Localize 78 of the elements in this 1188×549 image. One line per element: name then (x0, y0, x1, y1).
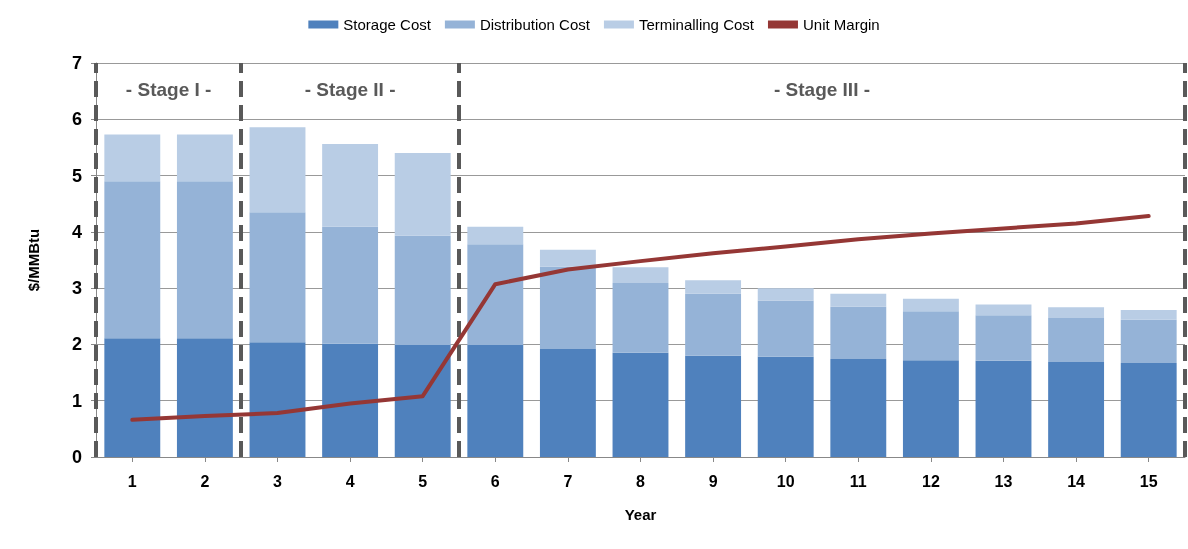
bar (322, 226, 379, 344)
annotation: - Stage II - (304, 78, 396, 100)
bar (1120, 310, 1177, 320)
legend-label: Distribution Cost (479, 16, 591, 33)
legend-label: Unit Margin (802, 16, 880, 33)
y-tick-label: 7 (71, 53, 82, 73)
bar (176, 134, 233, 182)
y-tick-label: 5 (71, 165, 82, 186)
legend-label: Terminalling Cost (638, 16, 755, 33)
x-tick-label: 1 (127, 472, 137, 490)
bar (830, 306, 887, 360)
bar (322, 144, 379, 227)
x-tick-label: 14 (1067, 472, 1086, 490)
y-tick-label: 1 (71, 390, 82, 411)
bar (539, 249, 596, 267)
bar (612, 267, 669, 284)
x-tick-label: 12 (922, 472, 940, 490)
x-tick-label: 11 (849, 472, 867, 490)
x-tick-label: 13 (994, 472, 1013, 490)
y-tick-label: 2 (71, 334, 82, 355)
bar (975, 304, 1032, 316)
bar (975, 360, 1032, 457)
bar (830, 293, 887, 307)
bar (902, 311, 959, 361)
y-tick-label: 4 (71, 221, 82, 242)
x-tick-label: 4 (345, 472, 355, 490)
bar (757, 288, 814, 301)
bar (394, 153, 451, 236)
x-tick-label: 15 (1139, 472, 1158, 490)
x-tick-label: 3 (273, 472, 283, 490)
line-series (130, 214, 1151, 422)
bar (394, 344, 451, 457)
bar (1048, 361, 1105, 457)
bar (104, 181, 161, 339)
bar (685, 293, 742, 356)
bar (394, 235, 451, 345)
bar (467, 226, 524, 245)
bar (830, 359, 887, 457)
bar (685, 280, 742, 294)
bar (612, 352, 669, 457)
bar (1120, 363, 1177, 457)
x-tick-label: 6 (490, 472, 500, 490)
y-tick-label: 0 (71, 447, 82, 467)
bar (612, 283, 669, 353)
bar (104, 134, 161, 182)
bar (176, 181, 233, 339)
bar (757, 356, 814, 457)
x-axis-title: Year (624, 506, 657, 523)
bar (104, 338, 161, 457)
bar (902, 298, 959, 312)
x-tick-label: 8 (636, 472, 646, 490)
bar (902, 360, 959, 457)
bar (467, 344, 524, 457)
x-tick-label: 5 (418, 472, 428, 490)
bar (467, 244, 524, 345)
legend-label: Storage Cost (343, 16, 432, 33)
bar (539, 348, 596, 457)
y-tick-label: 6 (71, 109, 82, 130)
x-tick-label: 7 (563, 472, 573, 490)
bar (1048, 307, 1105, 318)
bar (757, 300, 814, 357)
y-tick-label: 3 (71, 278, 82, 299)
bar (249, 212, 306, 343)
bar (539, 266, 596, 349)
bar (322, 343, 379, 457)
bar (685, 355, 742, 457)
x-tick-label: 2 (200, 472, 210, 490)
bar (176, 338, 233, 457)
y-axis-title: $/MMBtu (25, 228, 42, 292)
bar (249, 127, 306, 213)
bar (249, 342, 306, 457)
bar (1120, 319, 1177, 363)
x-tick-label: 9 (708, 472, 718, 490)
annotation: - Stage I - (125, 78, 212, 100)
bar (975, 315, 1032, 361)
annotation: - Stage III - (773, 78, 871, 100)
bar (1048, 317, 1105, 362)
x-tick-label: 10 (776, 472, 795, 490)
